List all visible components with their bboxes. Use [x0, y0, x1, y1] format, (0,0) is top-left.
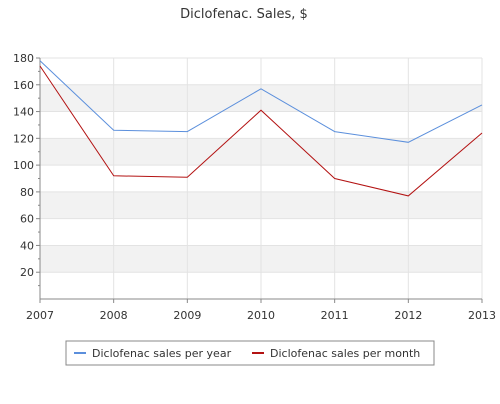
legend-label: Diclofenac sales per year	[92, 347, 232, 360]
x-tick-label: 2007	[26, 309, 54, 322]
y-tick-label: 160	[13, 79, 34, 92]
y-tick-label: 120	[13, 132, 34, 145]
x-tick-label: 2009	[173, 309, 201, 322]
x-tick-label: 2011	[321, 309, 349, 322]
y-tick-label: 20	[20, 266, 34, 279]
x-axis-ticks: 2007 2008 2009 2010 2011 2012 2013	[26, 299, 496, 322]
chart-title: Diclofenac. Sales, $	[180, 7, 308, 22]
y-tick-label: 80	[20, 186, 34, 199]
x-tick-label: 2012	[394, 309, 422, 322]
y-tick-label: 100	[13, 159, 34, 172]
y-tick-label: 140	[13, 106, 34, 119]
series-line-2	[39, 65, 483, 197]
series-line-1	[39, 60, 483, 143]
y-axis-ticks: 20 40 60 80 100 120 140 160 180	[13, 52, 40, 287]
x-tick-label: 2013	[468, 309, 496, 322]
legend: Diclofenac sales per year Diclofenac sale…	[65, 340, 435, 366]
series-lines	[39, 60, 483, 197]
x-tick-label: 2008	[100, 309, 128, 322]
y-tick-label: 40	[20, 239, 34, 252]
y-tick-label: 60	[20, 213, 34, 226]
legend-label: Diclofenac sales per month	[270, 347, 420, 360]
y-tick-label: 180	[13, 52, 34, 65]
x-tick-label: 2010	[247, 309, 275, 322]
legend-box	[65, 340, 435, 366]
